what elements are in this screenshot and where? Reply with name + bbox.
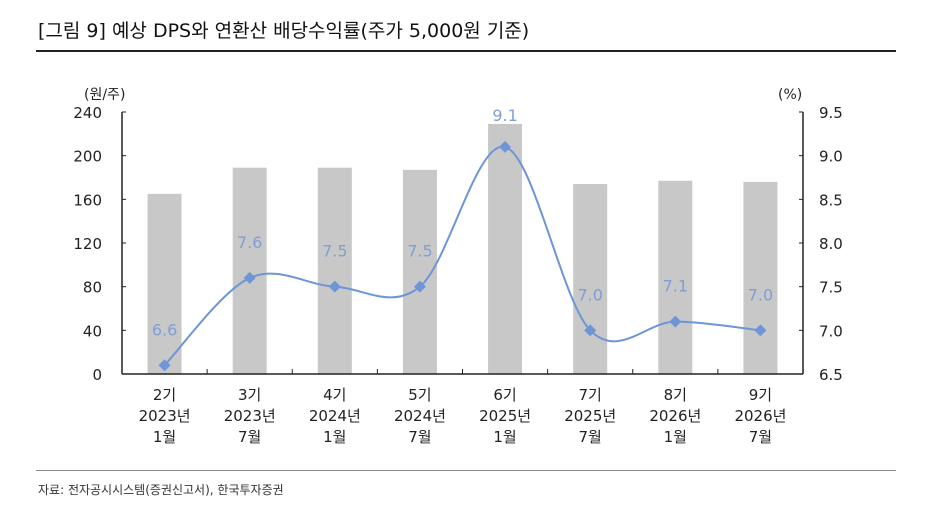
x-tick-label: 7월 [749, 428, 772, 446]
yield-line [163, 145, 761, 366]
data-label: 7.1 [663, 277, 688, 296]
data-label: 7.5 [407, 242, 432, 261]
x-tick-label: 2025년 [564, 407, 616, 425]
x-tick-label: 7월 [408, 428, 431, 446]
left-axis-unit: (원/주) [84, 87, 125, 103]
left-tick-label: 0 [92, 366, 102, 384]
data-label: 9.1 [492, 106, 517, 125]
yield-marker [328, 280, 341, 293]
x-tick-label: 7월 [238, 428, 261, 446]
data-label: 7.0 [577, 285, 602, 304]
x-tick-label: 7월 [579, 428, 602, 446]
x-tick-label: 1월 [493, 428, 516, 446]
bar [232, 167, 267, 374]
title-divider [36, 50, 896, 52]
bar [743, 181, 778, 374]
data-label: 7.6 [237, 233, 262, 252]
right-axis-unit: (%) [778, 87, 802, 103]
x-tick-label: 8기 [664, 386, 687, 404]
x-tick-label: 2023년 [139, 407, 191, 425]
right-tick-label: 9.5 [819, 104, 843, 122]
x-tick-label: 2026년 [649, 407, 701, 425]
bar [573, 184, 608, 374]
x-tick-label: 7기 [579, 386, 602, 404]
x-tick-label: 9기 [749, 386, 772, 404]
yield-marker [754, 324, 767, 337]
yield-marker [243, 271, 256, 284]
right-tick-label: 6.5 [819, 366, 843, 384]
left-tick-label: 160 [73, 191, 102, 209]
x-tick-label: 2023년 [224, 407, 276, 425]
chart-title: [그림 9] 예상 DPS와 연환산 배당수익률(주가 5,000원 기준) [38, 20, 530, 42]
data-label: 7.0 [748, 285, 773, 304]
x-tick-label: 3기 [238, 386, 261, 404]
x-tick-label: 2024년 [309, 407, 361, 425]
x-tick-label: 2026년 [734, 407, 786, 425]
x-tick-label: 2기 [153, 386, 176, 404]
bar [488, 124, 523, 374]
x-tick-label: 5기 [408, 386, 431, 404]
yield-marker [584, 324, 597, 337]
source-note: 자료: 전자공시시스템(증권신고서), 한국투자증권 [38, 483, 284, 497]
x-tick-label: 1월 [153, 428, 176, 446]
bar [658, 180, 693, 374]
left-tick-label: 80 [83, 279, 102, 297]
footer-divider [36, 470, 896, 471]
right-tick-label: 9.0 [819, 148, 843, 166]
yield-marker [413, 280, 426, 293]
data-label: 6.6 [152, 320, 177, 339]
yield-marker [669, 315, 682, 328]
right-tick-label: 7.0 [819, 322, 843, 340]
right-tick-label: 8.5 [819, 191, 843, 209]
yield-marker [499, 140, 512, 153]
x-tick-label: 2025년 [479, 407, 531, 425]
bar [147, 193, 182, 374]
x-tick-label: 4기 [323, 386, 346, 404]
bar [317, 167, 352, 374]
left-tick-label: 120 [73, 235, 102, 253]
right-tick-label: 7.5 [819, 279, 843, 297]
left-tick-label: 40 [83, 322, 102, 340]
left-tick-label: 240 [73, 104, 102, 122]
yield-marker [158, 359, 171, 372]
x-tick-label: 6기 [493, 386, 516, 404]
right-tick-label: 8.0 [819, 235, 843, 253]
data-label: 7.5 [322, 242, 347, 261]
x-tick-label: 1월 [664, 428, 687, 446]
left-tick-label: 200 [73, 148, 102, 166]
x-tick-label: 2024년 [394, 407, 446, 425]
x-tick-label: 1월 [323, 428, 346, 446]
